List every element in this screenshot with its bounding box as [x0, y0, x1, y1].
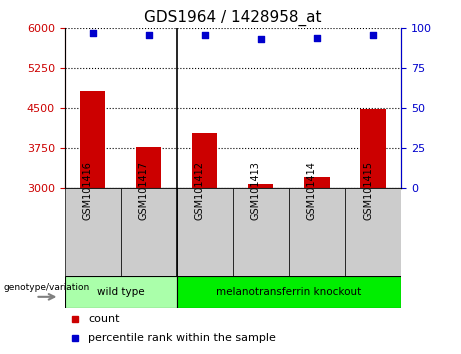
Text: wild type: wild type	[97, 287, 144, 297]
Text: GSM101413: GSM101413	[251, 161, 261, 220]
Bar	[345, 188, 401, 276]
Bar	[65, 188, 121, 276]
Text: GSM101412: GSM101412	[195, 161, 205, 220]
Point	[89, 30, 96, 36]
Point	[201, 32, 208, 38]
Point	[313, 35, 321, 41]
Point	[257, 37, 265, 42]
Bar	[289, 188, 345, 276]
Bar	[136, 147, 161, 188]
Bar	[361, 109, 386, 188]
Bar	[80, 91, 105, 188]
Bar	[304, 177, 330, 188]
Text: count: count	[88, 314, 119, 324]
Title: GDS1964 / 1428958_at: GDS1964 / 1428958_at	[144, 9, 322, 25]
Text: genotype/variation: genotype/variation	[3, 283, 89, 292]
Bar	[177, 276, 401, 308]
Point	[369, 32, 377, 38]
Point	[145, 32, 152, 38]
Bar	[65, 276, 177, 308]
Bar	[177, 188, 233, 276]
Bar	[248, 184, 273, 188]
Bar	[233, 188, 289, 276]
Text: GSM101415: GSM101415	[363, 161, 373, 220]
Bar	[121, 188, 177, 276]
Text: melanotransferrin knockout: melanotransferrin knockout	[216, 287, 361, 297]
Bar	[192, 133, 218, 188]
Text: GSM101416: GSM101416	[83, 161, 93, 220]
Text: GSM101417: GSM101417	[139, 161, 148, 220]
Text: GSM101414: GSM101414	[307, 161, 317, 220]
Text: percentile rank within the sample: percentile rank within the sample	[88, 333, 276, 343]
